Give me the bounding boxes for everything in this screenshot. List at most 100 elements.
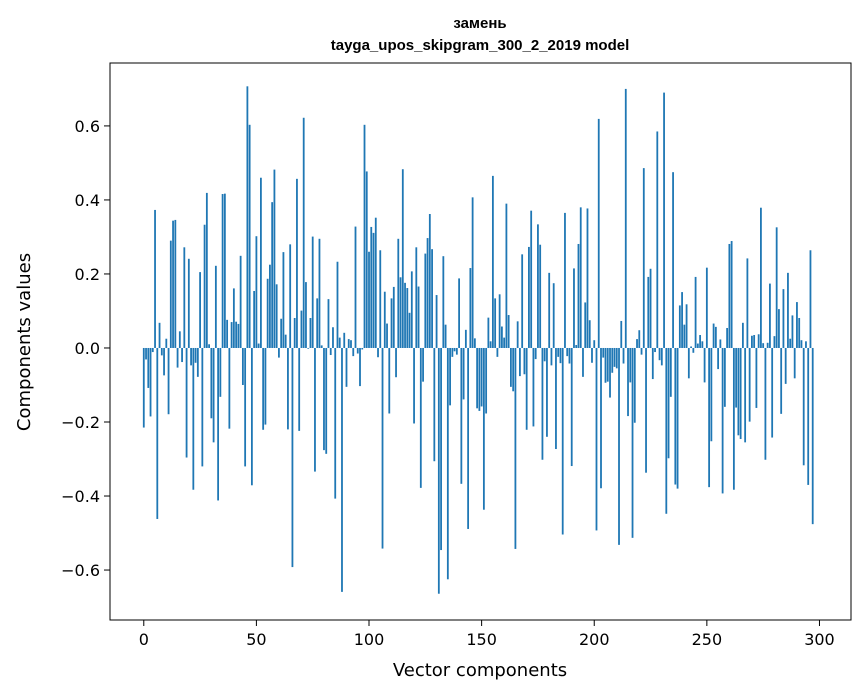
bar-48 bbox=[250, 347, 253, 486]
bar-15 bbox=[176, 347, 179, 368]
bar-279 bbox=[771, 347, 774, 438]
bar-84 bbox=[332, 327, 334, 348]
bar-193 bbox=[577, 243, 580, 348]
bar-186 bbox=[561, 347, 564, 535]
bar-248 bbox=[701, 341, 704, 348]
bar-243 bbox=[690, 346, 692, 348]
bar-149 bbox=[478, 347, 481, 411]
bar-190 bbox=[570, 347, 573, 467]
bar-128 bbox=[431, 249, 433, 348]
bar-27 bbox=[203, 224, 206, 348]
bar-230 bbox=[660, 347, 663, 366]
bar-255 bbox=[717, 347, 720, 370]
bar-147 bbox=[473, 338, 476, 348]
bar-61 bbox=[280, 318, 283, 348]
bar-251 bbox=[708, 347, 711, 488]
bar-98 bbox=[363, 124, 366, 348]
bar-112 bbox=[395, 347, 397, 378]
bar-216 bbox=[629, 347, 632, 383]
bar-99 bbox=[365, 171, 368, 348]
bar-80 bbox=[323, 347, 325, 451]
bar-54 bbox=[264, 347, 267, 425]
bar-38 bbox=[228, 347, 231, 429]
y-tick-label-0: −0.6 bbox=[61, 561, 100, 580]
bar-71 bbox=[302, 117, 305, 348]
bar-208 bbox=[611, 347, 614, 373]
bar-273 bbox=[757, 334, 760, 348]
bar-144 bbox=[467, 347, 470, 529]
bar-40 bbox=[232, 288, 235, 348]
bar-276 bbox=[764, 347, 767, 460]
bar-141 bbox=[460, 347, 463, 484]
bar-122 bbox=[417, 286, 420, 348]
x-tick-label-250: 250 bbox=[692, 630, 723, 649]
bar-65 bbox=[289, 244, 292, 348]
bar-227 bbox=[654, 347, 656, 353]
bar-182 bbox=[552, 283, 555, 348]
bar-155 bbox=[491, 175, 494, 348]
bar-284 bbox=[782, 289, 785, 348]
bar-297 bbox=[811, 347, 814, 525]
bar-31 bbox=[212, 347, 215, 443]
chart-title-line2: tayga_upos_skipgram_300_2_2019 model bbox=[331, 37, 630, 54]
bar-194 bbox=[579, 207, 582, 348]
x-tick-label-150: 150 bbox=[466, 630, 497, 649]
bar-4 bbox=[151, 347, 154, 353]
bar-74 bbox=[309, 318, 312, 348]
bar-26 bbox=[201, 347, 204, 467]
bar-184 bbox=[557, 347, 560, 357]
bar-264 bbox=[737, 347, 740, 436]
bar-124 bbox=[422, 347, 424, 382]
bar-8 bbox=[160, 347, 163, 356]
bar-281 bbox=[775, 227, 778, 348]
bar-206 bbox=[606, 347, 609, 382]
bar-86 bbox=[336, 261, 339, 348]
bar-274 bbox=[760, 207, 762, 348]
bar-271 bbox=[753, 335, 756, 348]
bar-196 bbox=[584, 302, 587, 348]
bar-131 bbox=[437, 347, 440, 594]
bar-79 bbox=[320, 345, 323, 348]
bar-225 bbox=[649, 268, 652, 348]
bar-167 bbox=[519, 347, 521, 377]
bar-66 bbox=[291, 347, 294, 568]
bar-218 bbox=[633, 347, 636, 423]
bar-229 bbox=[658, 347, 661, 361]
bar-263 bbox=[735, 347, 738, 408]
bar-62 bbox=[282, 252, 285, 348]
bar-185 bbox=[559, 347, 562, 364]
bar-88 bbox=[341, 347, 343, 592]
bar-256 bbox=[719, 339, 722, 348]
bar-217 bbox=[631, 347, 634, 538]
bar-253 bbox=[712, 323, 715, 348]
bar-2 bbox=[147, 347, 150, 388]
bar-115 bbox=[401, 169, 404, 348]
bar-130 bbox=[435, 295, 438, 348]
bar-90 bbox=[345, 347, 348, 387]
bar-170 bbox=[525, 347, 528, 430]
bar-224 bbox=[647, 276, 650, 348]
bar-83 bbox=[329, 347, 332, 356]
bars-group bbox=[142, 86, 814, 594]
bar-33 bbox=[217, 347, 220, 501]
bar-7 bbox=[158, 322, 161, 348]
bar-202 bbox=[597, 118, 600, 348]
bar-163 bbox=[510, 347, 512, 387]
bar-179 bbox=[546, 347, 548, 437]
bar-295 bbox=[807, 347, 810, 485]
bar-266 bbox=[741, 322, 744, 348]
bar-64 bbox=[287, 347, 289, 430]
bar-233 bbox=[667, 347, 670, 459]
bar-13 bbox=[172, 220, 174, 348]
bar-30 bbox=[210, 347, 213, 419]
bar-19 bbox=[185, 347, 188, 458]
bar-14 bbox=[174, 219, 177, 348]
bar-214 bbox=[624, 88, 627, 348]
bar-277 bbox=[766, 342, 769, 348]
bar-151 bbox=[482, 347, 485, 510]
bar-187 bbox=[564, 212, 566, 348]
bar-154 bbox=[489, 341, 492, 348]
bar-157 bbox=[496, 347, 499, 357]
bar-212 bbox=[620, 320, 623, 348]
bar-24 bbox=[196, 347, 199, 377]
